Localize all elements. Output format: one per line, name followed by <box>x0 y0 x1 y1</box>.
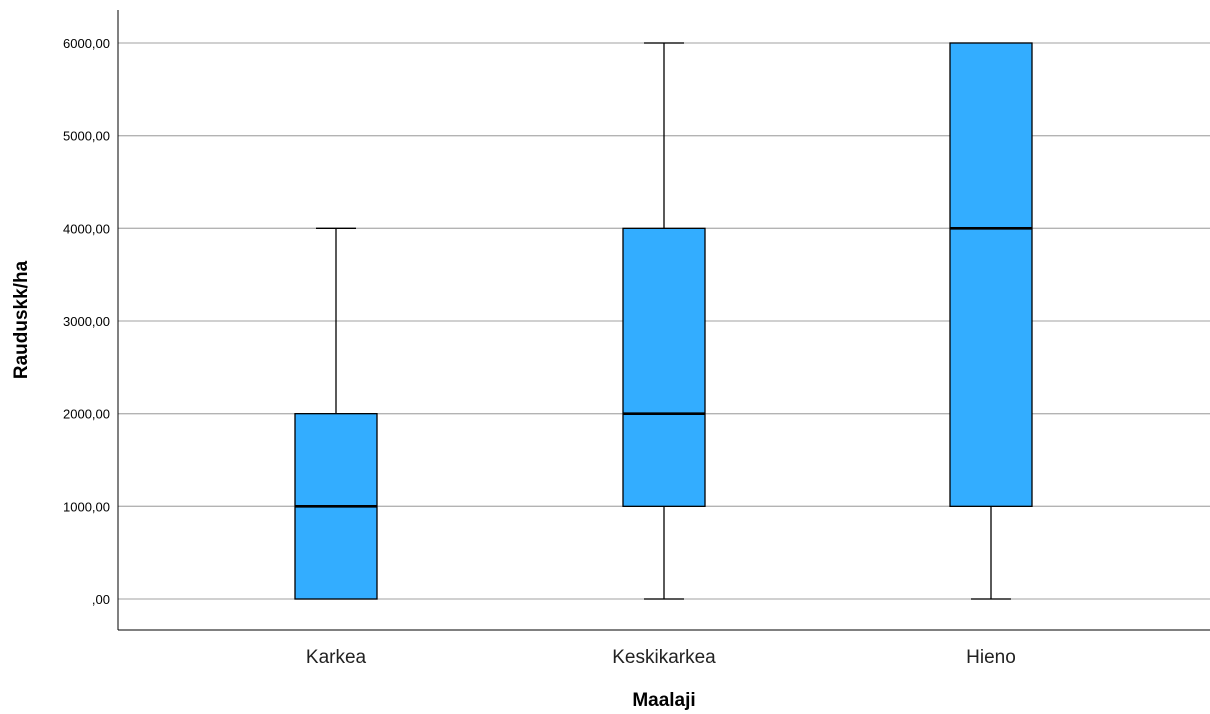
x-category-labels: Karkea Keskikarkea Hieno <box>306 647 1016 668</box>
y-tick-label: 2000,00 <box>63 407 110 422</box>
y-axis-title: Rauduskk/ha <box>11 260 32 379</box>
box-group-keskikarkea <box>622 42 706 600</box>
box-group-karkea <box>294 227 378 600</box>
box-iqr <box>949 42 1033 507</box>
y-tick-label: 4000,00 <box>63 221 110 236</box>
box-group-hieno <box>949 42 1033 600</box>
axes <box>117 10 1210 631</box>
x-category-label: Karkea <box>306 647 367 668</box>
y-tick-label: 5000,00 <box>63 129 110 144</box>
y-tick-label: ,00 <box>92 592 110 607</box>
y-tick-labels: ,00 1000,00 2000,00 3000,00 4000,00 5000,00 60… <box>63 36 110 607</box>
box-iqr <box>622 227 706 507</box>
y-tick-label: 3000,00 <box>63 314 110 329</box>
boxes <box>294 42 1033 600</box>
x-axis-title: Maalaji <box>632 690 695 711</box>
x-category-label: Hieno <box>966 647 1016 668</box>
y-tick-label: 1000,00 <box>63 499 110 514</box>
x-category-label: Keskikarkea <box>612 647 716 668</box>
y-tick-label: 6000,00 <box>63 36 110 51</box>
